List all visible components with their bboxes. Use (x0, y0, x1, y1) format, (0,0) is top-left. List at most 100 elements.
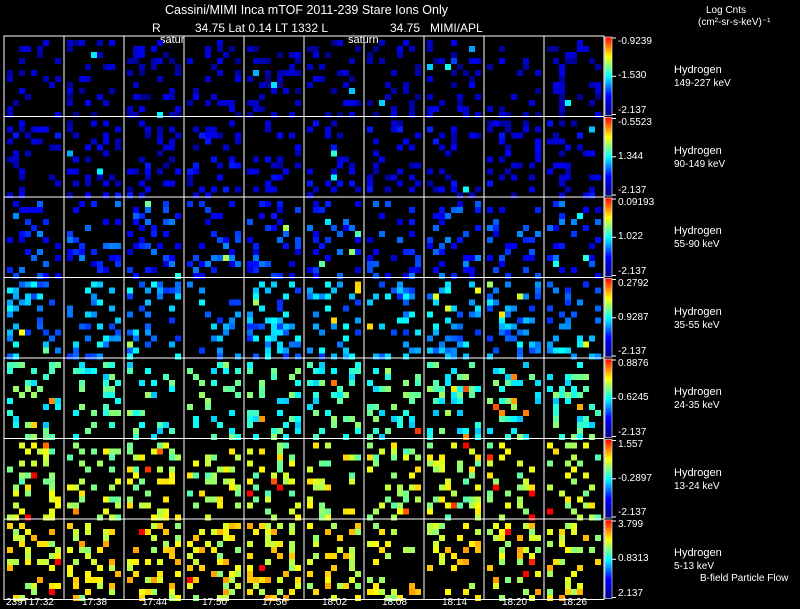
heatmap-cell (289, 490, 295, 497)
heatmap-cell (79, 323, 85, 330)
heatmap-cell (535, 150, 541, 157)
heatmap-cell (433, 329, 439, 336)
heatmap-cell (277, 442, 283, 449)
heatmap-cell (247, 541, 253, 547)
heatmap-cell (31, 255, 37, 261)
heatmap-cell (85, 76, 91, 82)
heatmap-cell (151, 434, 157, 440)
heatmap-cell (79, 368, 85, 374)
heatmap-cell (499, 442, 505, 449)
heatmap-cell (103, 180, 109, 187)
heatmap-cell (307, 523, 313, 529)
heatmap-cell (463, 70, 469, 76)
heatmap-cell (439, 535, 445, 541)
heatmap-cell (85, 523, 91, 529)
colorbar-min-label: -2.137 (618, 265, 647, 277)
heatmap-cell (277, 219, 283, 225)
heatmap-cell (55, 404, 61, 410)
heatmap-cell (451, 553, 457, 559)
heatmap-cell (67, 126, 73, 133)
heatmap-cell (499, 529, 505, 535)
heatmap-cell (217, 174, 223, 181)
heatmap-cell (163, 261, 169, 267)
heatmap-cell (313, 120, 319, 127)
heatmap-cell (451, 398, 457, 404)
heatmap-cell (265, 577, 271, 583)
heatmap-cell (367, 52, 373, 58)
heatmap-cell (553, 243, 559, 249)
heatmap-cell (343, 219, 349, 225)
heatmap-cell (373, 428, 379, 434)
heatmap-cell (475, 201, 481, 207)
heatmap-cell (91, 261, 97, 267)
heatmap-cell (397, 120, 403, 127)
heatmap-cell (523, 112, 529, 118)
heatmap-cell (235, 502, 241, 509)
heatmap-cell (535, 589, 541, 595)
heatmap-cell (97, 323, 103, 330)
heatmap-cell (343, 553, 349, 559)
heatmap-cell (235, 484, 241, 491)
heatmap-cell (559, 70, 565, 76)
heatmap-cell (355, 281, 361, 288)
heatmap-cell (331, 416, 337, 422)
heatmap-cell (313, 410, 319, 416)
heatmap-cell (223, 535, 229, 541)
heatmap-cell (139, 156, 145, 163)
heatmap-cell (517, 577, 523, 583)
heatmap-cell (475, 132, 481, 139)
heatmap-cell (319, 76, 325, 82)
heatmap-cell (307, 287, 313, 294)
heatmap-cell (499, 329, 505, 336)
heatmap-cell (127, 249, 133, 255)
heatmap-cell (343, 305, 349, 312)
heatmap-cell (271, 329, 277, 336)
heatmap-cell (433, 529, 439, 535)
heatmap-cell (391, 329, 397, 336)
heatmap-cell (13, 514, 19, 521)
heatmap-cell (7, 368, 13, 374)
heatmap-cell (115, 448, 121, 455)
heatmap-cell (571, 219, 577, 225)
heatmap-cell (193, 374, 199, 380)
heatmap-cell (235, 368, 241, 374)
saturn-label-1: satur (160, 34, 185, 46)
heatmap-cell (349, 559, 355, 565)
heatmap-cell (535, 571, 541, 577)
heatmap-cell (271, 323, 277, 330)
heatmap-cell (499, 368, 505, 374)
heatmap-cell (187, 201, 193, 207)
heatmap-cell (433, 58, 439, 64)
heatmap-cell (97, 144, 103, 151)
heatmap-cell (97, 565, 103, 571)
heatmap-cell (469, 311, 475, 318)
heatmap-cell (169, 448, 175, 455)
heatmap-cell (295, 380, 301, 386)
heatmap-cell (7, 112, 13, 118)
heatmap-cell (559, 112, 565, 118)
heatmap-cell (193, 144, 199, 151)
heatmap-cell (223, 144, 229, 151)
heatmap-cell (493, 380, 499, 386)
heatmap-cell (397, 293, 403, 300)
heatmap-cell (505, 281, 511, 288)
heatmap-cell (37, 46, 43, 52)
heatmap-cell (355, 100, 361, 106)
heatmap-cell (145, 529, 151, 535)
heatmap-cell (211, 132, 217, 139)
heatmap-cell (193, 88, 199, 94)
heatmap-cell (499, 120, 505, 127)
heatmap-cell (133, 168, 139, 175)
heatmap-cell (457, 207, 463, 213)
heatmap-cell (127, 565, 133, 571)
heatmap-cell (493, 267, 499, 273)
heatmap-cell (19, 281, 25, 288)
heatmap-cell (535, 287, 541, 294)
heatmap-cell (31, 281, 37, 288)
colorbar-min-label: -2.137 (618, 507, 647, 518)
heatmap-cell (325, 514, 331, 521)
heatmap-cell (127, 70, 133, 76)
heatmap-cell (169, 287, 175, 294)
heatmap-cell (517, 132, 523, 139)
heatmap-cell (403, 311, 409, 318)
